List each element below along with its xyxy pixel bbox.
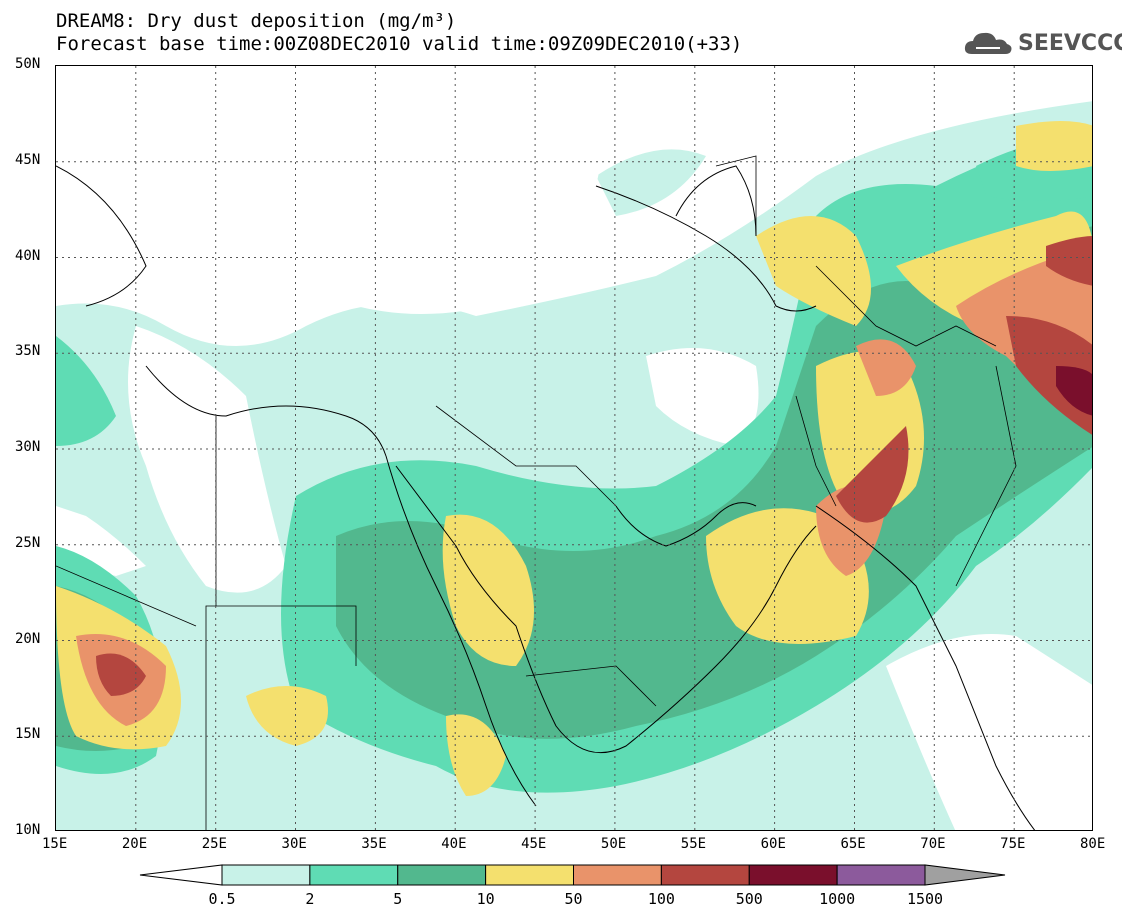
lon-tick-label: 55E: [680, 836, 707, 852]
colorbar-under-triangle: [139, 864, 223, 886]
lon-tick-label: 35E: [361, 836, 387, 852]
lat-tick-label: 15N: [15, 726, 41, 743]
gridlines: [56, 66, 1092, 830]
lon-tick-label: 60E: [760, 836, 786, 852]
colorbar-level-label: 5: [393, 890, 403, 908]
lon-tick-label: 65E: [840, 836, 866, 852]
colorbar-level-label: 50: [564, 890, 583, 908]
colorbar-swatch: [485, 864, 574, 886]
seevccc-logo: SEEVCCC: [962, 26, 1122, 60]
colorbar-swatch: [660, 864, 750, 886]
logo-text: SEEVCCC: [1018, 30, 1122, 56]
lon-tick-label: 25E: [201, 836, 227, 852]
lat-tick-label: 45N: [15, 151, 41, 168]
lon-tick-label: 30E: [281, 836, 307, 852]
lat-tick-label: 30N: [15, 439, 41, 455]
lat-tick-label: 20N: [15, 630, 41, 647]
colorbar-level-label: 0.5: [208, 890, 236, 908]
lon-tick-label: 45E: [521, 836, 547, 852]
dust-deposition-map: [56, 66, 1092, 830]
colorbar-level-label: 100: [647, 890, 675, 908]
colorbar-swatch: [836, 864, 926, 886]
colorbar-swatch: [573, 864, 662, 886]
lon-tick-label: 50E: [600, 836, 627, 852]
colorbar-level-label: 500: [735, 890, 763, 908]
coastlines: [56, 165, 1036, 830]
map-panel[interactable]: [55, 65, 1093, 831]
deposition-500-1000: [1056, 366, 1092, 416]
lon-tick-label: 40E: [441, 836, 467, 852]
colorbar-swatch: [397, 864, 487, 886]
colorbar-level-label: 1500: [906, 890, 944, 908]
lon-tick-label: 20E: [121, 836, 148, 852]
cloud-icon: [964, 32, 1012, 54]
lat-tick-label: 35N: [15, 343, 41, 360]
colorbar-swatch: [309, 864, 399, 886]
colorbar-level-label: 10: [476, 890, 495, 908]
colorbar-legend: 0.5 2 5 10 50 100 500 1000 1500: [0, 855, 1122, 922]
colorbar-swatch: [221, 864, 311, 886]
lat-tick-label: 40N: [15, 247, 41, 264]
lon-tick-label: 80E: [1080, 836, 1106, 852]
no-deposition-areas: [56, 66, 1092, 830]
map-title: DREAM8: Dry dust deposition (mg/m³): [56, 10, 457, 32]
lat-tick-label: 25N: [15, 534, 41, 551]
forecast-time-subtitle: Forecast base time:00Z08DEC2010 valid ti…: [56, 33, 743, 55]
lat-tick-label: 50N: [15, 56, 41, 72]
colorbar-swatch: [748, 864, 838, 886]
lon-tick-label: 15E: [42, 836, 68, 852]
colorbar-over-triangle: [924, 864, 1006, 886]
lat-tick-label: 10N: [15, 822, 41, 838]
colorbar-bar: [139, 864, 1006, 886]
colorbar-level-label: 2: [305, 890, 315, 908]
lon-tick-label: 70E: [920, 836, 946, 852]
lon-tick-label: 75E: [1000, 836, 1026, 852]
colorbar-level-label: 1000: [819, 890, 856, 908]
